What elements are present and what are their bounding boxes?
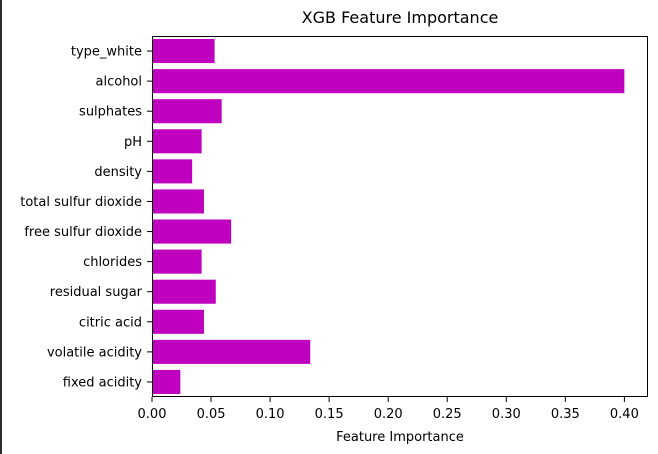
x-tick-label: 0.00 xyxy=(138,407,167,422)
bar-alcohol xyxy=(152,69,625,94)
bar-free-sulfur-dioxide xyxy=(152,219,232,244)
y-tick-label: citric acid xyxy=(79,315,142,330)
x-axis: 0.00 0.05 0.10 0.15 0.20 0.25 0.30 0.35 0.40 xyxy=(138,397,639,422)
x-tick-label: 0.40 xyxy=(610,407,639,422)
y-tick-label: sulphates xyxy=(79,105,142,120)
y-tick-label: fixed acidity xyxy=(63,375,143,390)
y-tick-label: residual sugar xyxy=(50,285,143,300)
y-tick-label: free sulfur dioxide xyxy=(24,225,142,240)
bar-sulphates xyxy=(152,99,222,124)
x-axis-label: Feature Importance xyxy=(336,430,464,445)
x-tick-label: 0.10 xyxy=(256,407,285,422)
y-tick-label: type_white xyxy=(71,45,142,60)
x-tick-label: 0.05 xyxy=(197,407,226,422)
x-tick-label: 0.15 xyxy=(315,407,344,422)
x-tick-label: 0.30 xyxy=(492,407,521,422)
plot-area-frame xyxy=(152,36,648,397)
y-tick-label: pH xyxy=(124,135,142,150)
y-tick-label: total sulfur dioxide xyxy=(20,195,142,210)
bar-volatile-acidity xyxy=(152,339,311,364)
y-tick-label: chlorides xyxy=(83,255,142,270)
x-tick-label: 0.25 xyxy=(433,407,462,422)
y-axis: fixed acidity volatile acidity citric acid… xyxy=(20,45,152,390)
bar-ph xyxy=(152,129,202,154)
y-tick-label: density xyxy=(94,165,142,180)
bar-total-sulfur-dioxide xyxy=(152,189,204,214)
chart-title: XGB Feature Importance xyxy=(302,8,499,27)
y-tick-label: volatile acidity xyxy=(47,345,142,360)
y-tick-label: alcohol xyxy=(96,75,142,90)
x-tick-label: 0.20 xyxy=(374,407,403,422)
bar-type-white xyxy=(152,39,215,64)
bar-density xyxy=(152,159,193,184)
bar-chlorides xyxy=(152,249,202,274)
bars-layer xyxy=(152,39,625,394)
bar-fixed-acidity xyxy=(152,369,181,394)
window-edge xyxy=(0,0,2,454)
bar-residual-sugar xyxy=(152,279,216,304)
bar-citric-acid xyxy=(152,309,204,334)
x-tick-label: 0.35 xyxy=(551,407,580,422)
